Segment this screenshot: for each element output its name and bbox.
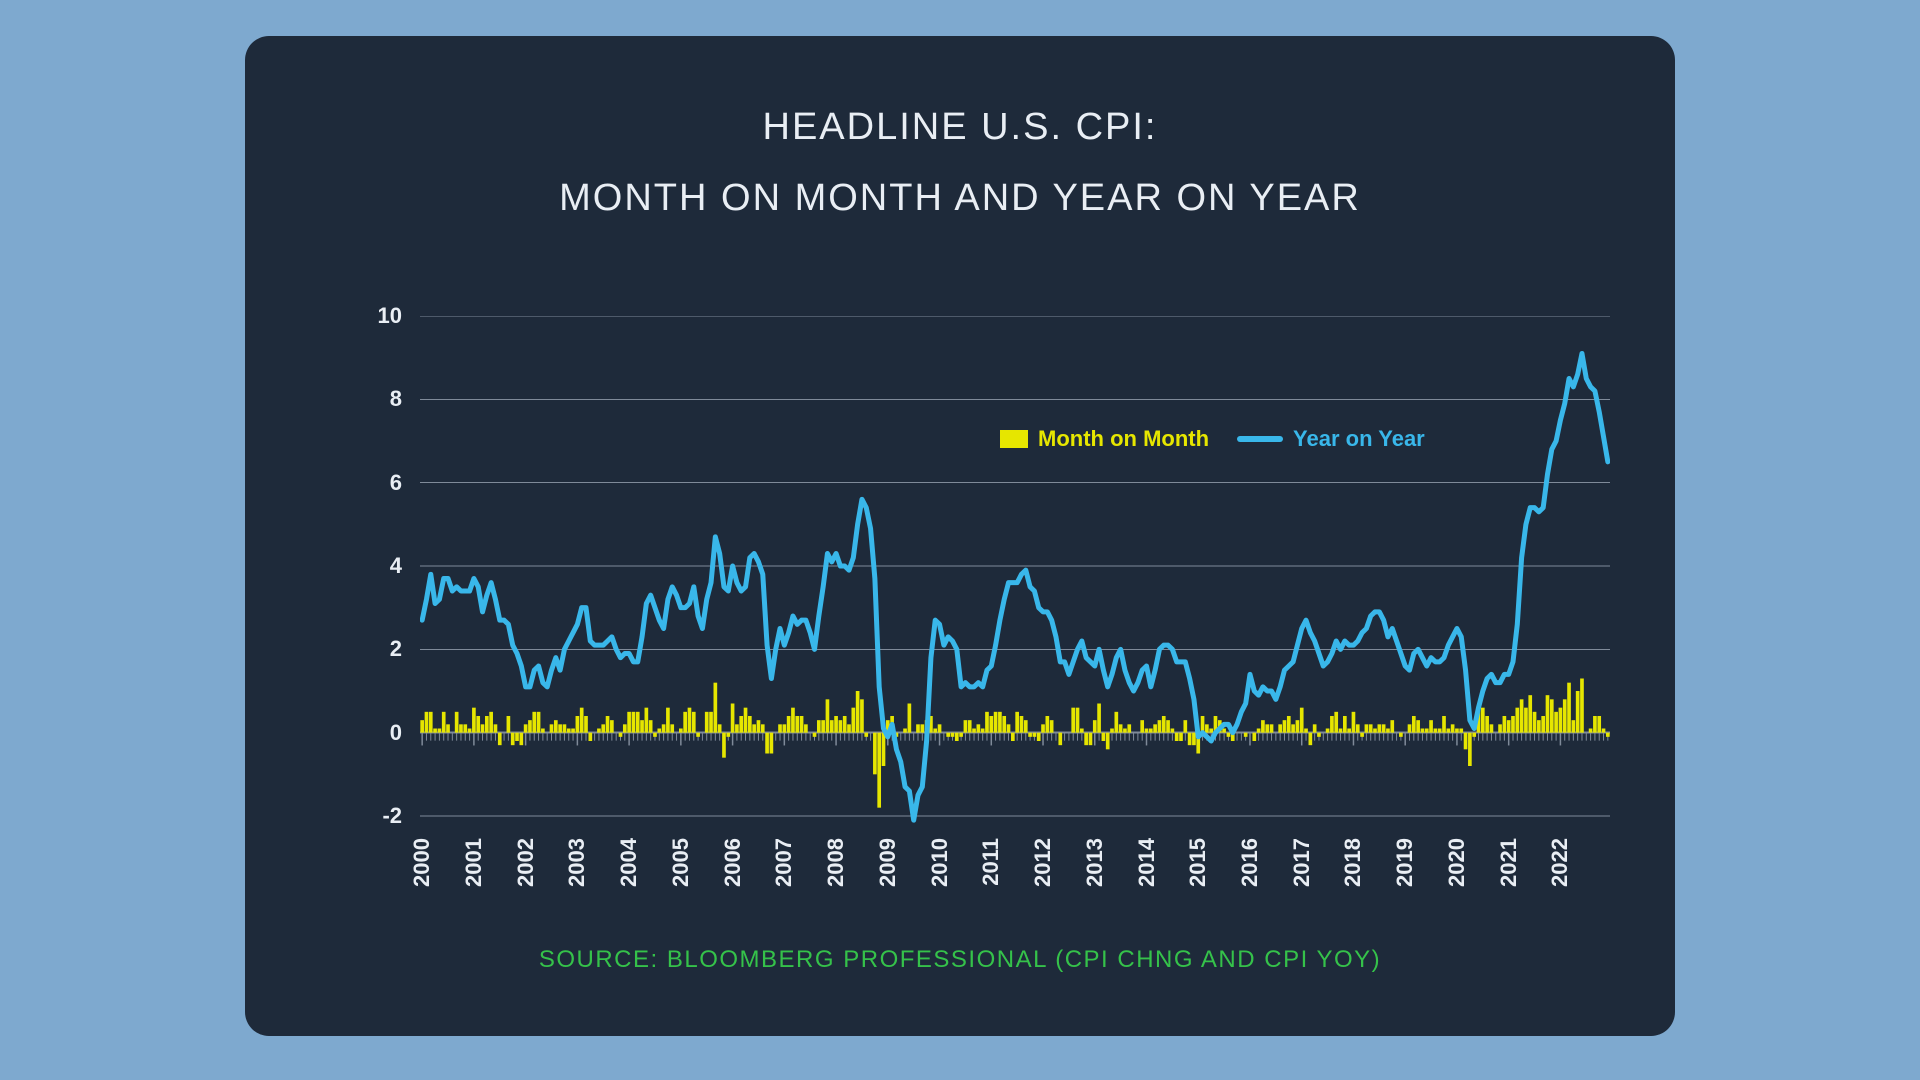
x-tick-label: 2017 bbox=[1289, 838, 1315, 887]
y-tick-label: 0 bbox=[390, 720, 402, 746]
x-tick-label: 2003 bbox=[564, 838, 590, 887]
page-background: HEADLINE U.S. CPI: MONTH ON MONTH AND YE… bbox=[0, 0, 1920, 1080]
x-tick-label: 2005 bbox=[668, 838, 694, 887]
legend-swatch-bar bbox=[1000, 430, 1028, 448]
x-tick-label: 2009 bbox=[875, 838, 901, 887]
chart-legend: Month on Month Year on Year bbox=[1000, 426, 1425, 452]
legend-label: Month on Month bbox=[1038, 426, 1209, 452]
x-tick-label: 2014 bbox=[1134, 838, 1160, 887]
x-tick-label: 2011 bbox=[978, 838, 1004, 886]
chart-title-line-1: HEADLINE U.S. CPI: bbox=[245, 106, 1675, 149]
source-attribution: SOURCE: BLOOMBERG PROFESSIONAL (CPI CHNG… bbox=[245, 946, 1675, 974]
x-tick-label: 2021 bbox=[1496, 838, 1522, 887]
x-tick-label: 2000 bbox=[409, 838, 435, 887]
chart-svg bbox=[420, 316, 1610, 836]
y-tick-label: 4 bbox=[390, 553, 402, 579]
chart-title-line-2: MONTH ON MONTH AND YEAR ON YEAR bbox=[245, 177, 1675, 220]
y-tick-label: -2 bbox=[382, 803, 402, 829]
y-tick-label: 8 bbox=[390, 386, 402, 412]
chart-title-block: HEADLINE U.S. CPI: MONTH ON MONTH AND YE… bbox=[245, 106, 1675, 220]
x-tick-label: 2012 bbox=[1030, 838, 1056, 887]
x-tick-label: 2019 bbox=[1392, 838, 1418, 887]
x-axis-labels: 2000200120022003200420052006200720082009… bbox=[420, 838, 1610, 918]
x-tick-label: 2002 bbox=[513, 838, 539, 887]
x-tick-label: 2004 bbox=[616, 838, 642, 887]
legend-item: Year on Year bbox=[1237, 426, 1425, 452]
x-tick-label: 2020 bbox=[1444, 838, 1470, 887]
legend-label: Year on Year bbox=[1293, 426, 1425, 452]
plot-area: Month on Month Year on Year bbox=[420, 316, 1610, 816]
x-tick-label: 2013 bbox=[1082, 838, 1108, 887]
legend-item: Month on Month bbox=[1000, 426, 1209, 452]
x-tick-label: 2022 bbox=[1547, 838, 1573, 887]
legend-swatch-line bbox=[1237, 436, 1283, 442]
x-tick-label: 2007 bbox=[771, 838, 797, 887]
chart-card: HEADLINE U.S. CPI: MONTH ON MONTH AND YE… bbox=[245, 36, 1675, 1036]
y-tick-label: 6 bbox=[390, 470, 402, 496]
x-tick-label: 2006 bbox=[720, 838, 746, 887]
x-tick-label: 2001 bbox=[461, 838, 487, 887]
x-tick-label: 2008 bbox=[823, 838, 849, 887]
x-tick-label: 2018 bbox=[1340, 838, 1366, 887]
y-tick-label: 2 bbox=[390, 636, 402, 662]
y-tick-label: 10 bbox=[378, 303, 402, 329]
x-tick-label: 2010 bbox=[927, 838, 953, 887]
y-axis-labels: -20246810 bbox=[245, 316, 402, 816]
x-tick-label: 2015 bbox=[1185, 838, 1211, 887]
x-tick-label: 2016 bbox=[1237, 838, 1263, 887]
